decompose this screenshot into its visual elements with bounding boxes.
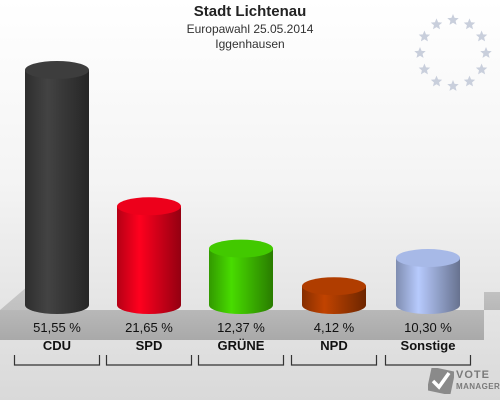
- value-label-npd: 4,12 %: [314, 320, 355, 335]
- category-brackets: [13, 355, 472, 366]
- bar-npd: [302, 277, 366, 314]
- chart-subtitle-election: Europawahl 25.05.2014: [186, 22, 314, 36]
- bar-cdu: [25, 61, 89, 314]
- category-label-spd: SPD: [136, 338, 163, 353]
- chart-title: Stadt Lichtenau: [193, 3, 307, 20]
- logo-text-manager: MANAGER: [456, 382, 500, 391]
- bar-spd: [117, 197, 181, 314]
- category-label-cdu: CDU: [43, 338, 71, 353]
- category-label-grüne: GRÜNE: [218, 338, 265, 353]
- bar-sonstige: [396, 249, 460, 314]
- value-label-spd: 21,65 %: [125, 320, 173, 335]
- category-label-sonstige: Sonstige: [401, 338, 456, 353]
- eu-stars-icon: [414, 14, 492, 91]
- value-label-cdu: 51,55 %: [33, 320, 81, 335]
- value-label-sonstige: 10,30 %: [404, 320, 452, 335]
- chart-subtitle-district: Iggenhausen: [215, 37, 285, 51]
- bar-grüne: [209, 239, 273, 314]
- value-label-grüne: 12,37 %: [217, 320, 265, 335]
- category-label-npd: NPD: [320, 338, 347, 353]
- votemanager-logo-icon: [428, 368, 454, 394]
- logo-text-vote: VOTE: [456, 369, 490, 381]
- chart-floor: [0, 292, 500, 340]
